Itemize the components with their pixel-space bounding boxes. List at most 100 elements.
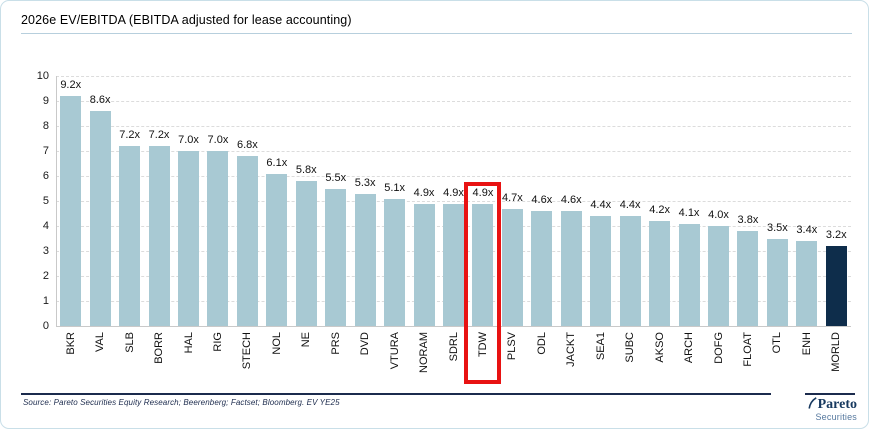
x-label-STECH: STECH xyxy=(241,332,254,370)
x-label-NE: NE xyxy=(300,332,313,348)
bar-MORLD xyxy=(825,246,847,326)
bar-value-VAL: 8.6x xyxy=(89,94,111,106)
y-tick-3: 3 xyxy=(42,244,49,257)
bar-value-DOFG: 4.0x xyxy=(708,209,729,221)
x-label-DOFG: DOFG xyxy=(712,332,725,364)
gridline-5 xyxy=(56,201,851,202)
x-label-VTURA: VTURA xyxy=(388,332,401,370)
bar-value-VTURA: 5.1x xyxy=(384,181,405,194)
bar-value-SUBC: 4.4x xyxy=(619,199,641,211)
gridline-6 xyxy=(56,176,851,177)
bar-value-DVD: 5.3x xyxy=(354,176,376,189)
bar-RIG xyxy=(207,151,229,326)
x-label-BKR: BKR xyxy=(64,332,77,355)
bar-ARCH xyxy=(678,223,700,326)
y-tick-5: 5 xyxy=(42,194,49,207)
bar-value-SEA1: 4.4x xyxy=(590,199,612,211)
y-tick-8: 8 xyxy=(42,119,49,132)
gridline-8 xyxy=(56,126,851,127)
y-tick-10: 10 xyxy=(36,69,49,82)
bar-value-SLB: 7.2x xyxy=(119,129,140,141)
x-label-NORAM: NORAM xyxy=(418,332,431,373)
pareto-logo: Pareto Securities xyxy=(791,397,857,422)
bar-value-PRS: 5.5x xyxy=(325,171,347,184)
logo-name: Pareto xyxy=(817,397,857,412)
title-divider xyxy=(21,33,852,34)
bar-value-BKR: 9.2x xyxy=(60,79,82,91)
bar-value-NOL: 6.1x xyxy=(266,156,288,169)
x-axis-line xyxy=(56,326,851,327)
bar-value-NORAM: 4.9x xyxy=(413,186,435,199)
bar-OTL xyxy=(766,238,788,326)
footer-divider-left xyxy=(21,393,771,395)
pareto-swoosh-icon xyxy=(808,397,817,409)
gridline-10 xyxy=(56,76,851,77)
x-label-FLOAT: FLOAT xyxy=(741,332,754,367)
bar-HAL xyxy=(178,151,199,326)
x-label-DVD: DVD xyxy=(359,332,372,356)
x-label-VAL: VAL xyxy=(94,332,107,352)
x-label-NOL: NOL xyxy=(270,332,283,355)
x-label-SEA1: SEA1 xyxy=(594,332,607,361)
bar-value-NE: 5.8x xyxy=(295,164,317,176)
bar-value-HAL: 7.0x xyxy=(178,134,199,146)
y-tick-1: 1 xyxy=(42,294,49,307)
bar-NOL xyxy=(266,173,288,326)
bar-SLB xyxy=(119,146,141,326)
y-tick-0: 0 xyxy=(42,319,49,332)
bar-value-STECH: 6.8x xyxy=(236,139,258,151)
x-label-BORR: BORR xyxy=(153,332,166,364)
x-label-ODL: ODL xyxy=(535,332,548,355)
bar-FLOAT xyxy=(737,231,759,326)
bar-value-AKSO: 4.2x xyxy=(649,204,670,216)
bar-value-MORLD: 3.2x xyxy=(825,229,847,241)
bar-value-BORR: 7.2x xyxy=(148,129,170,141)
y-tick-6: 6 xyxy=(42,169,49,182)
bar-BKR xyxy=(60,96,82,326)
gridline-9 xyxy=(56,101,851,102)
pareto-logo-wordmark: Pareto xyxy=(791,397,857,412)
bar-BORR xyxy=(148,146,170,326)
bar-value-PLSV: 4.7x xyxy=(501,191,523,204)
y-tick-4: 4 xyxy=(42,219,49,232)
bar-value-JACKT: 4.6x xyxy=(560,194,582,206)
x-label-OTL: OTL xyxy=(771,332,784,354)
x-label-HAL: HAL xyxy=(182,332,195,354)
source-note: Source: Pareto Securities Equity Researc… xyxy=(23,398,340,407)
bar-TDW xyxy=(472,203,494,326)
bar-SDRL xyxy=(443,203,464,326)
x-label-JACKT: JACKT xyxy=(565,332,578,367)
bar-AKSO xyxy=(649,221,671,326)
bar-value-ODL: 4.6x xyxy=(531,194,553,206)
x-label-PRS: PRS xyxy=(329,332,342,355)
x-label-ENH: ENH xyxy=(800,332,813,356)
y-axis-line xyxy=(56,76,57,326)
x-label-RIG: RIG xyxy=(211,332,224,352)
bar-DOFG xyxy=(708,226,729,326)
logo-subtitle: Securities xyxy=(815,412,857,422)
y-tick-9: 9 xyxy=(42,94,49,107)
bar-PLSV xyxy=(501,208,523,326)
bar-JACKT xyxy=(560,211,582,326)
x-label-SLB: SLB xyxy=(123,332,136,353)
bar-value-SDRL: 4.9x xyxy=(443,186,464,199)
bar-value-OTL: 3.5x xyxy=(766,221,788,234)
x-label-ARCH: ARCH xyxy=(683,332,696,364)
footer-divider-right xyxy=(805,393,855,395)
bar-value-ARCH: 4.1x xyxy=(678,206,700,219)
y-tick-2: 2 xyxy=(42,269,49,282)
y-tick-7: 7 xyxy=(42,144,49,157)
x-label-SDRL: SDRL xyxy=(447,332,460,362)
x-label-AKSO: AKSO xyxy=(653,332,666,363)
bar-SUBC xyxy=(619,216,641,326)
bar-ODL xyxy=(531,211,553,326)
bar-NORAM xyxy=(413,203,435,326)
x-label-MORLD: MORLD xyxy=(830,332,843,372)
x-label-PLSV: PLSV xyxy=(506,332,519,361)
bar-SEA1 xyxy=(590,216,612,326)
bar-value-ENH: 3.4x xyxy=(796,224,818,236)
bar-PRS xyxy=(325,188,347,326)
bar-value-FLOAT: 3.8x xyxy=(737,214,759,226)
